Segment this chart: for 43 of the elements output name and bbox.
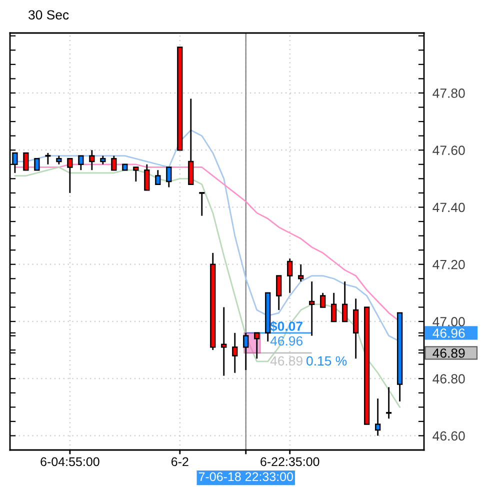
candlestick (353, 298, 359, 360)
candlestick (221, 306, 227, 376)
candlestick (331, 292, 337, 322)
y-tick-label: 46.60 (432, 431, 465, 441)
annotation: 0.15 % (306, 356, 347, 366)
candlestick (23, 152, 29, 171)
candlestick (385, 386, 392, 420)
y-tick-label: 47.80 (432, 88, 465, 98)
candlestick (298, 264, 304, 282)
candlestick (374, 398, 381, 436)
candlestick (34, 158, 40, 171)
candlestick (243, 332, 249, 371)
candlestick (232, 332, 238, 374)
candlestick (89, 149, 95, 171)
candlestick (133, 166, 139, 182)
y-tick-label: 47.60 (432, 146, 465, 156)
candlestick (309, 280, 315, 336)
x-tick-label: 7-06-18 22:33:00 (198, 472, 293, 482)
candlestick (320, 292, 326, 308)
candlestick (67, 158, 73, 194)
candlestick (78, 155, 84, 171)
candlestick (144, 164, 150, 191)
candlestick (155, 169, 161, 186)
x-tick-label: 6-22:35:00 (260, 457, 320, 466)
y-tick-label: 47.20 (432, 260, 465, 270)
candlestick (111, 155, 117, 171)
ref-line-label: 46.96 (270, 336, 302, 346)
candlestick (188, 98, 194, 186)
ref-line-label: 46.89 (270, 356, 302, 366)
x-tick-label: 6-2 (171, 457, 188, 466)
line-series (14, 166, 401, 408)
y-tick-label: 46.89 (432, 348, 465, 358)
x-tick-label: 6-04:55:00 (40, 457, 100, 466)
candlestick (254, 332, 260, 360)
candlestick (166, 166, 172, 188)
y-tick-label: 46.96 (432, 328, 465, 338)
y-tick-label: 47.00 (432, 317, 465, 326)
y-tick-label: 47.40 (432, 202, 465, 212)
chart-title: 30 Sec (28, 10, 69, 20)
candlestick (342, 280, 348, 322)
y-tick-label: 46.80 (432, 374, 465, 384)
candlestick (287, 258, 293, 294)
candlestick (276, 275, 282, 311)
